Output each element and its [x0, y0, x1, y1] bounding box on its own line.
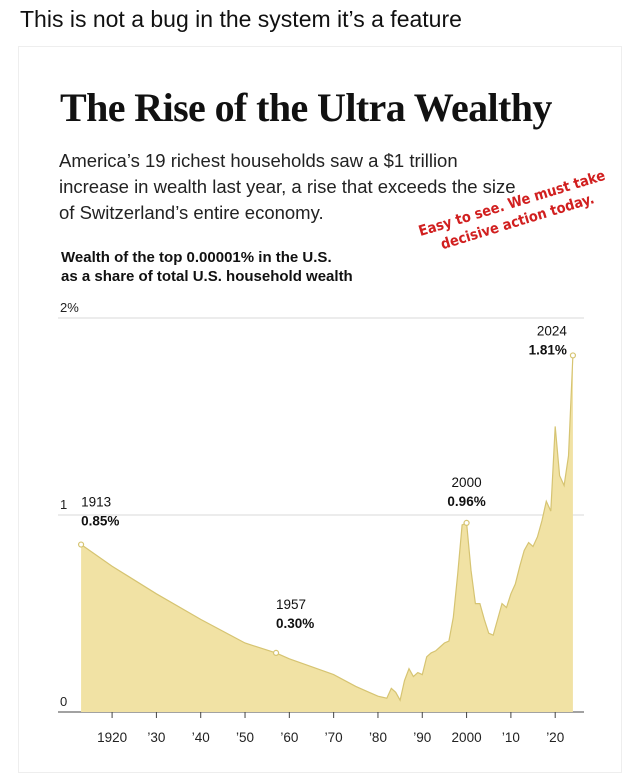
callout-year: 2000 [452, 475, 482, 490]
y-tick-label: 1 [60, 497, 67, 512]
area-series [80, 355, 574, 712]
callout-marker [569, 352, 577, 359]
x-tick-label: ’30 [147, 730, 165, 745]
x-tick-label: 1920 [97, 730, 127, 745]
area-fill [81, 355, 573, 712]
chart-description-line2: as a share of total U.S. household wealt… [61, 268, 353, 285]
x-tick-label: ’60 [280, 730, 298, 745]
x-tick-label: ’50 [236, 730, 254, 745]
callout-value: 0.30% [276, 616, 314, 631]
axes: 2% 1 0 1920 ’30 ’40 ’50 ’60 ’70 ’80 ’90 2000 ’10 ’20 [60, 300, 564, 745]
x-tick-label: ’40 [192, 730, 210, 745]
post-caption: This is not a bug in the system it’s a f… [20, 6, 462, 32]
callout-value: 0.85% [81, 514, 119, 529]
chart-description: Wealth of the top 0.00001% in the U.S. a… [61, 248, 401, 286]
x-tick-label: 2000 [452, 730, 482, 745]
x-tick-label: ’80 [369, 730, 387, 745]
x-tick-label: ’90 [413, 730, 431, 745]
callout-year: 2024 [537, 323, 568, 338]
callout-value: 1.81% [529, 342, 567, 357]
callout-year: 1957 [276, 597, 306, 612]
x-tick-label: ’10 [502, 730, 520, 745]
callout-marker [77, 541, 85, 548]
callout-marker [272, 649, 280, 657]
chart-title: The Rise of the Ultra Wealthy [60, 85, 552, 130]
x-tick-label: ’70 [325, 730, 343, 745]
area-line [80, 355, 574, 702]
callout-value: 0.96% [447, 494, 485, 509]
chart-description-line1: Wealth of the top 0.00001% in the U.S. [61, 249, 332, 266]
callout-marker [463, 519, 470, 526]
callouts: 1913 0.85% 1957 0.30% 2000 0.96% 2024 1.81% [77, 323, 577, 657]
chart-subtitle: America’s 19 richest households saw a $1… [59, 150, 516, 223]
y-tick-label: 0 [60, 694, 67, 709]
y-tick-label: 2% [60, 300, 79, 315]
x-tick-label: ’20 [546, 730, 564, 745]
callout-year: 1913 [81, 495, 111, 510]
